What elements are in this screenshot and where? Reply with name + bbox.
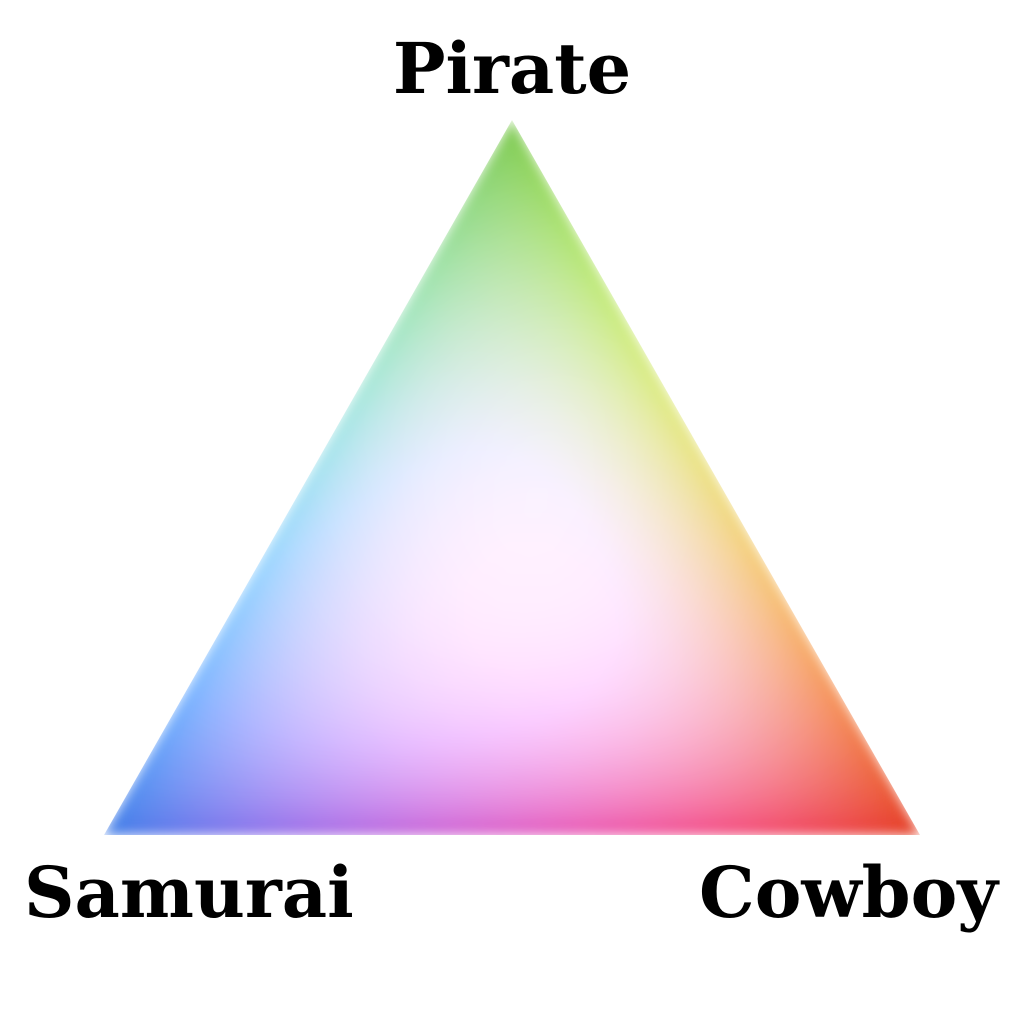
vertex-label-pirate: Pirate — [392, 27, 632, 110]
gradient-cell — [504, 120, 520, 132]
vertex-label-samurai: Samurai — [24, 851, 354, 934]
vertex-label-cowboy: Cowboy — [699, 851, 998, 934]
